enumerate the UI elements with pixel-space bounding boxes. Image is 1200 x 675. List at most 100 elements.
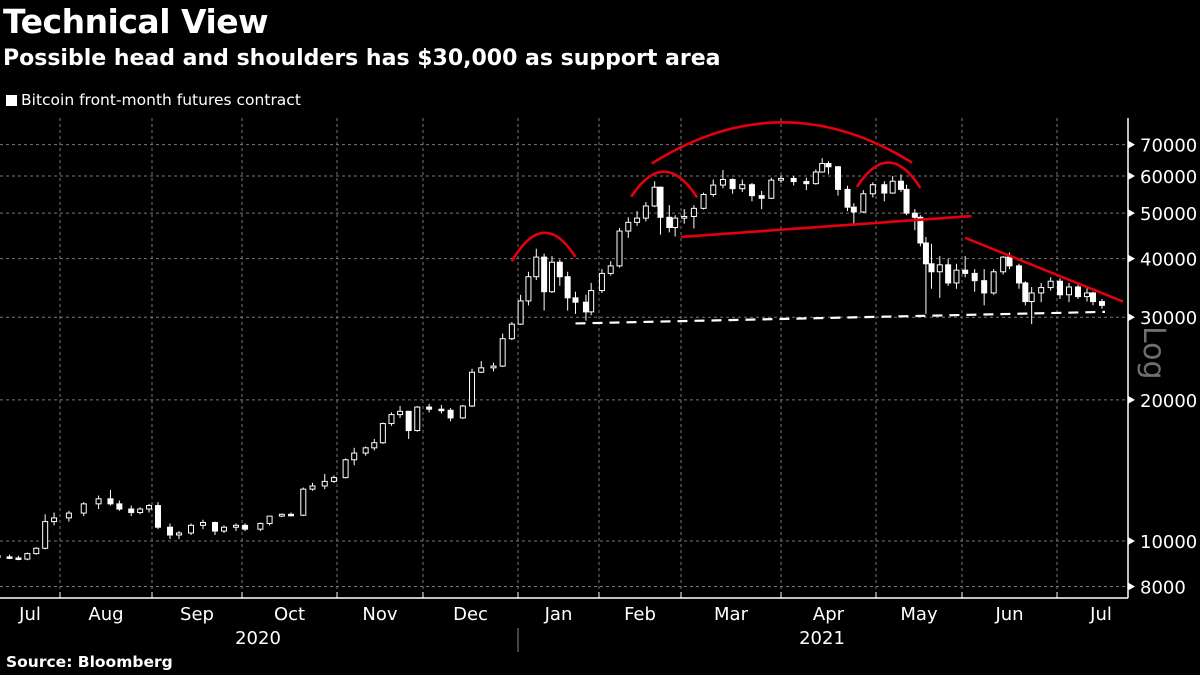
candle-body [167,526,173,536]
x-tick-label: Feb [624,604,656,625]
candle-body [1000,256,1007,273]
candle-body [990,271,997,294]
candle-body [1016,265,1022,284]
candle-body [176,532,182,536]
candle-body [928,263,935,273]
candle [447,408,454,422]
candle [1047,277,1054,291]
candle [146,503,153,513]
candle-body [548,261,555,293]
candle-body [758,195,765,199]
candle-body [414,406,421,432]
x-tick-label: Jul [1089,604,1112,625]
candle-body [188,524,194,534]
candles [0,158,1105,561]
candle [371,439,378,451]
y-tick-mark [1128,582,1135,591]
candle-body [80,503,87,514]
chart-subtitle: Possible head and shoulders has $30,000 … [3,46,721,71]
candle-body [1038,287,1045,294]
candle [24,552,31,561]
candle-body [922,242,929,265]
candle-body [1028,292,1035,303]
candle [155,502,161,530]
candle [321,473,328,490]
legend-label: Bitcoin front-month futures contract [21,91,301,109]
candle [362,446,369,456]
candle [564,271,571,311]
x-tick-label: Mar [714,604,749,625]
candle-body [819,163,826,173]
candle-body [288,513,295,517]
candle [971,269,978,292]
candle [1090,291,1096,306]
candle [990,269,997,295]
candle [499,333,506,367]
candle [414,406,421,432]
candle [981,269,988,306]
x-tick-label: Nov [362,604,397,625]
candle [1022,281,1029,306]
candle-body [860,193,867,213]
candle-body [564,276,571,299]
candle-body [469,371,476,407]
candle [242,523,249,532]
candle-body [379,423,386,444]
candle-body [881,184,888,194]
candle-body [1099,301,1105,306]
candle-body [242,524,249,530]
candle-body [95,498,102,505]
year-label: 2020 [235,628,281,649]
candle [548,256,555,293]
legend: Bitcoin front-month futures contract [6,91,301,109]
candle-body [362,447,369,454]
candle-body [65,512,72,519]
candle [490,362,497,372]
candle-body [634,217,641,223]
candle [936,256,943,298]
source-note: Source: Bloomberg [6,653,173,671]
y-tick-mark [1128,209,1135,218]
candle [1084,288,1090,302]
candle-body [588,290,595,313]
candle [388,412,395,426]
candle-body [897,180,904,190]
candle [188,523,194,535]
candle [288,512,295,517]
candle [922,236,929,314]
candle-body [6,556,13,559]
candle-body [15,557,22,560]
candle-body [666,216,673,229]
candle [1016,263,1022,289]
candle [300,487,307,517]
candle [6,554,13,560]
candle [405,410,412,440]
candle-body [572,297,579,303]
candle [1075,284,1081,300]
candle-body [330,477,337,482]
x-tick-label: May [900,604,938,625]
candle [778,175,784,183]
candle-body [903,188,910,214]
x-tick-label: Jan [544,604,573,625]
candle-body [233,524,239,528]
candle [572,291,579,314]
candle-body [1090,292,1096,303]
candle [137,507,144,515]
candle [379,422,386,444]
candle-body [107,498,114,505]
candle-body [917,216,924,244]
candle-body [371,442,378,449]
candle [257,522,264,532]
candle-body [459,405,466,419]
candle-body [748,184,755,197]
candle [889,176,896,194]
candle [616,227,623,268]
candle [729,178,736,194]
candle [517,294,524,325]
y-tick-mark [1128,172,1135,181]
candle-body [625,221,632,232]
candle-body [844,188,851,208]
candle-body [499,338,506,367]
candle-body [598,272,605,292]
